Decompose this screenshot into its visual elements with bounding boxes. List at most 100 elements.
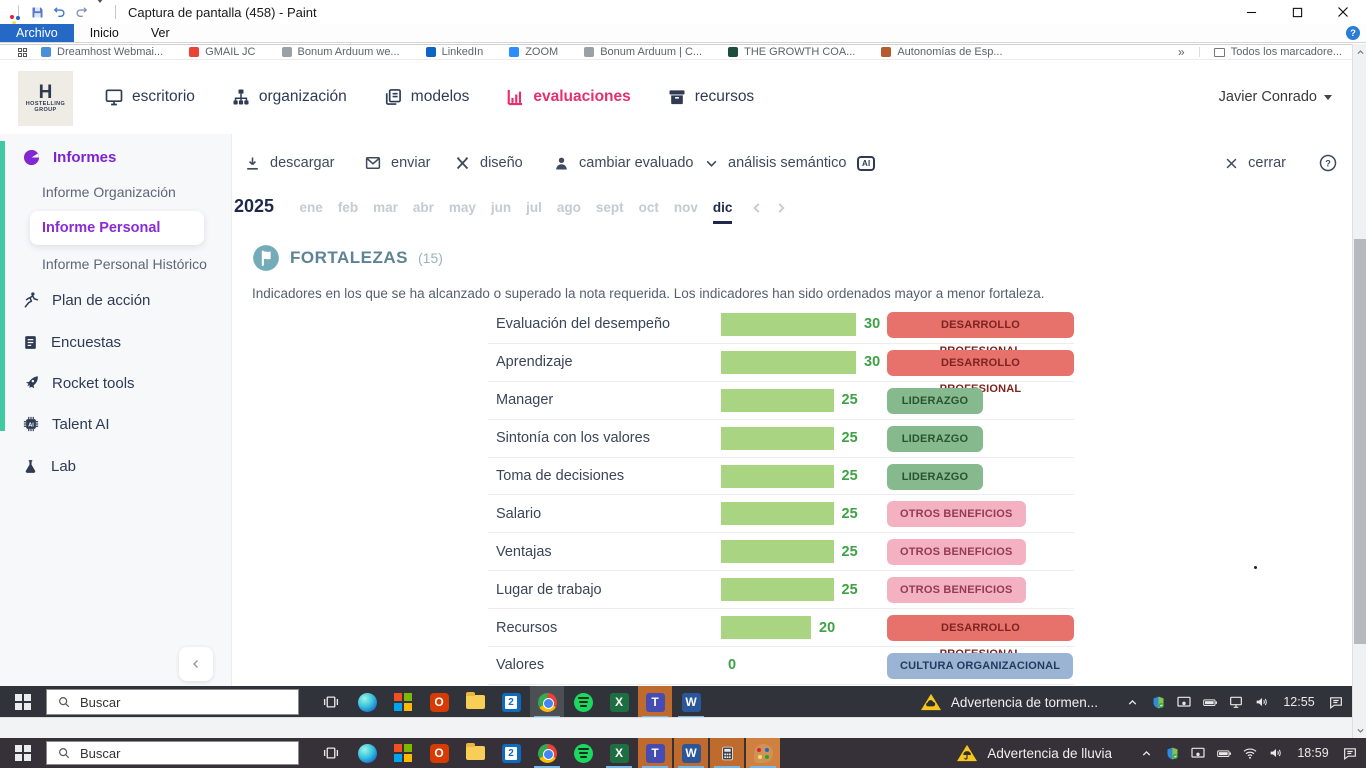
apps-grid-icon[interactable] [18, 47, 27, 57]
nav-evaluaciones[interactable]: evaluaciones [505, 87, 631, 107]
file-explorer-icon[interactable] [458, 738, 492, 768]
clock[interactable]: 12:55 [1283, 695, 1315, 709]
file-explorer-icon[interactable] [458, 686, 492, 717]
nav-recursos[interactable]: recursos [667, 87, 754, 107]
cast-icon[interactable] [1190, 745, 1206, 761]
qat-dropdown-icon[interactable] [96, 0, 104, 21]
month-ene[interactable]: ene [299, 200, 323, 215]
sidebar-item-rocket-tools[interactable]: Rocket tools [0, 369, 232, 397]
store-icon[interactable] [386, 686, 420, 717]
word-icon[interactable]: W [674, 686, 708, 717]
teams-icon[interactable]: T [638, 738, 672, 768]
mail-app-icon[interactable]: 2 [494, 686, 528, 717]
help-button[interactable]: ? [1318, 145, 1338, 181]
month-nov[interactable]: nov [673, 200, 698, 215]
month-jul[interactable]: jul [526, 200, 542, 215]
nav-escritorio[interactable]: escritorio [104, 87, 195, 107]
paint-help-icon[interactable]: ? [1346, 26, 1360, 40]
scrollbar-thumb[interactable] [1354, 239, 1366, 644]
taskbar-search-input[interactable]: Buscar [46, 689, 299, 715]
scroll-up-icon[interactable] [1353, 44, 1366, 60]
bookmark-item[interactable]: THE GROWTH COA... [728, 46, 855, 58]
sidebar-item-informe-personal[interactable]: Informe Personal [30, 211, 204, 245]
defender-icon[interactable] [1164, 745, 1180, 761]
menu-ver[interactable]: Ver [150, 26, 170, 40]
month-dic[interactable]: dic [712, 200, 733, 224]
send-button[interactable]: enviar [364, 145, 431, 181]
network-icon[interactable] [1228, 694, 1244, 710]
office-icon[interactable]: O [422, 686, 456, 717]
bookmark-item[interactable]: Autonomías de Esp... [881, 46, 1003, 58]
sidebar-item-talent-ai[interactable]: AI Talent AI [0, 410, 232, 438]
office-icon[interactable]: O [422, 738, 456, 768]
sidebar-item-informe-personal-historico[interactable]: Informe Personal Histórico [42, 256, 207, 272]
all-bookmarks-button[interactable]: Todos los marcadore... [1213, 46, 1342, 58]
bookmark-item[interactable]: LinkedIn [425, 46, 483, 58]
bookmark-item[interactable]: Bonum Arduum | C... [584, 46, 702, 58]
month-oct[interactable]: oct [638, 200, 659, 215]
undo-icon[interactable] [52, 5, 67, 20]
paint-vertical-scrollbar[interactable] [1352, 44, 1366, 738]
redo-icon[interactable] [74, 5, 89, 20]
calculator-icon[interactable] [710, 738, 744, 768]
chrome-icon[interactable] [530, 738, 564, 768]
task-view-button[interactable] [314, 738, 348, 768]
start-button[interactable] [0, 738, 46, 768]
hidden-icons-chevron[interactable] [1124, 694, 1140, 710]
bookmark-item[interactable]: Dreamhost Webmai... [41, 46, 163, 58]
word-icon[interactable]: W [674, 738, 708, 768]
bookmarks-overflow-icon[interactable]: » [1178, 45, 1185, 59]
volume-icon[interactable] [1254, 694, 1270, 710]
sidebar-item-lab[interactable]: Lab [0, 452, 232, 480]
semantic-analysis-button[interactable]: análisis semántico AI [704, 145, 876, 181]
edge-icon[interactable] [350, 686, 384, 717]
sidebar-item-informe-organizacion[interactable]: Informe Organización [42, 184, 176, 200]
bookmark-item[interactable]: ZOOM [509, 46, 558, 58]
volume-icon[interactable] [1268, 745, 1284, 761]
chrome-icon[interactable] [530, 686, 564, 717]
bookmark-item[interactable]: GMAIL JC [189, 46, 256, 58]
taskbar-search-input[interactable]: Buscar [46, 741, 299, 765]
battery-icon[interactable] [1216, 745, 1232, 761]
design-button[interactable]: diseño [454, 145, 523, 181]
menu-archivo[interactable]: Archivo [0, 24, 74, 42]
defender-icon[interactable] [1150, 694, 1166, 710]
month-may[interactable]: may [448, 200, 476, 215]
teams-icon[interactable]: T [638, 686, 672, 717]
save-icon[interactable] [30, 5, 45, 20]
month-feb[interactable]: feb [337, 200, 359, 215]
weather-alert[interactable]: Advertencia de tormen... [920, 692, 1098, 712]
prev-period-icon[interactable] [750, 201, 764, 215]
action-center-icon[interactable] [1342, 745, 1358, 761]
battery-icon[interactable] [1202, 694, 1218, 710]
sidebar-item-encuestas[interactable]: Encuestas [0, 328, 232, 356]
change-evaluated-button[interactable]: cambiar evaluado [553, 145, 693, 181]
excel-icon[interactable]: X [602, 686, 636, 717]
sidebar-item-plan-de-accion[interactable]: Plan de acción [0, 286, 232, 314]
month-abr[interactable]: abr [412, 200, 434, 215]
mail-app-icon[interactable]: 2 [494, 738, 528, 768]
month-jun[interactable]: jun [490, 200, 512, 215]
sidebar-item-informes[interactable]: Informes [0, 142, 232, 172]
edge-icon[interactable] [350, 738, 384, 768]
maximize-button[interactable] [1274, 0, 1320, 24]
hidden-icons-chevron[interactable] [1138, 745, 1154, 761]
close-button[interactable] [1320, 0, 1366, 24]
wifi-icon[interactable] [1242, 745, 1258, 761]
download-button[interactable]: descargar [244, 145, 334, 181]
nav-modelos[interactable]: modelos [383, 87, 469, 107]
action-center-icon[interactable] [1328, 694, 1344, 710]
cast-icon[interactable] [1176, 694, 1192, 710]
month-ago[interactable]: ago [556, 200, 581, 215]
spotify-icon[interactable] [566, 738, 600, 768]
month-mar[interactable]: mar [373, 200, 398, 215]
task-view-button[interactable] [314, 686, 348, 717]
next-period-icon[interactable] [774, 201, 788, 215]
sidebar-collapse-button[interactable] [179, 647, 213, 681]
minimize-button[interactable] [1228, 0, 1274, 24]
spotify-icon[interactable] [566, 686, 600, 717]
scroll-down-icon[interactable] [1353, 722, 1366, 738]
bookmark-item[interactable]: Bonum Arduum we... [281, 46, 400, 58]
nav-organizacion[interactable]: organización [231, 87, 347, 107]
user-menu[interactable]: Javier Conrado [1219, 60, 1332, 134]
